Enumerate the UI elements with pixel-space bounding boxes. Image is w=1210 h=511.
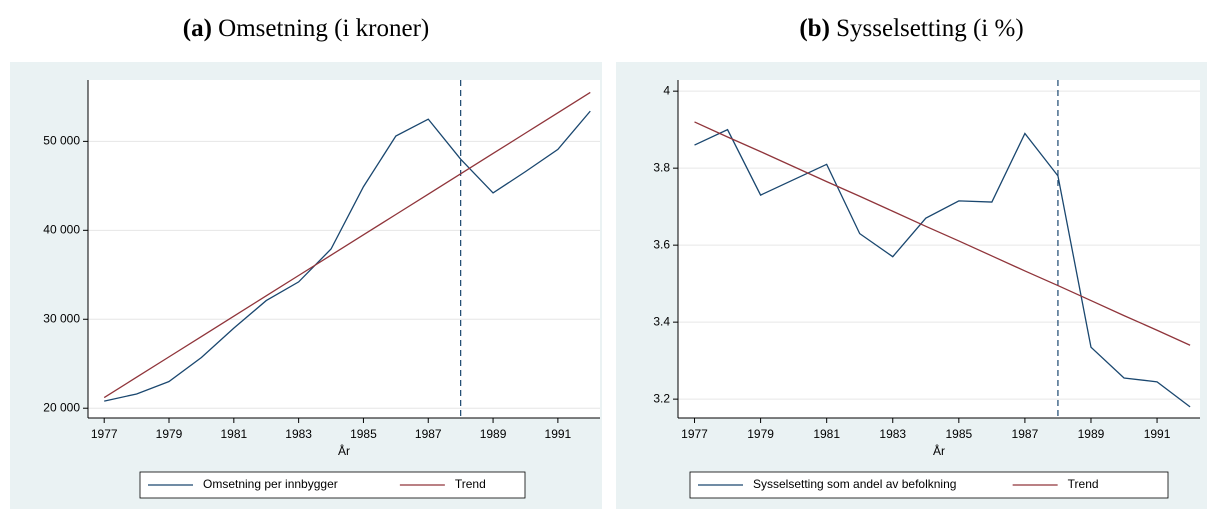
- x-tick-label: 1977: [681, 427, 708, 441]
- x-tick-label: 1981: [220, 427, 247, 441]
- y-tick-label: 3.8: [653, 160, 670, 174]
- chart-title: (a) Omsetning (i kroner): [183, 15, 429, 42]
- y-tick-label: 3.6: [653, 237, 670, 251]
- series-line: [103, 91, 591, 399]
- x-axis-label: År: [933, 443, 945, 458]
- y-tick-label: 20 000: [43, 400, 80, 414]
- y-tick-label: 30 000: [43, 311, 80, 325]
- plot-area: [678, 80, 1200, 418]
- x-tick-label: 1983: [879, 427, 906, 441]
- legend-box: [139, 471, 526, 499]
- x-tick-label: 1987: [415, 427, 442, 441]
- panel-label: (a): [183, 15, 212, 42]
- legend-label: Sysselsetting som andel av befolkning: [753, 477, 956, 491]
- y-tick-label: 3.2: [653, 391, 670, 405]
- x-tick-label: 1989: [480, 427, 507, 441]
- y-tick-label: 3.4: [653, 314, 670, 328]
- x-axis-label: År: [338, 443, 350, 458]
- x-tick-label: 1979: [747, 427, 774, 441]
- panel-label: (b): [799, 15, 830, 42]
- y-tick-label: 4: [663, 83, 670, 97]
- x-tick-label: 1991: [1144, 427, 1171, 441]
- series-line: [104, 110, 591, 402]
- x-tick-label: 1983: [285, 427, 312, 441]
- y-tick-label: 40 000: [43, 222, 80, 236]
- x-tick-label: 1985: [350, 427, 377, 441]
- x-tick-label: 1985: [945, 427, 972, 441]
- legend-label: Trend: [1068, 477, 1099, 491]
- x-tick-label: 1989: [1078, 427, 1105, 441]
- legend-label: Trend: [455, 477, 486, 491]
- title-text: Omsetning (i kroner): [218, 15, 429, 42]
- series-line: [694, 128, 1191, 408]
- x-tick-label: 1987: [1012, 427, 1039, 441]
- x-tick-label: 1991: [545, 427, 572, 441]
- legend-box: [689, 471, 1169, 499]
- series-line: [694, 121, 1191, 346]
- title-text: Sysselsetting (i %): [836, 15, 1024, 42]
- x-tick-label: 1977: [91, 427, 118, 441]
- legend-label: Omsetning per innbygger: [203, 477, 338, 491]
- x-tick-label: 1981: [813, 427, 840, 441]
- y-tick-label: 50 000: [43, 134, 80, 148]
- x-tick-label: 1979: [156, 427, 183, 441]
- plot-area: [88, 80, 600, 418]
- chart-title: (b) Sysselsetting (i %): [799, 15, 1023, 42]
